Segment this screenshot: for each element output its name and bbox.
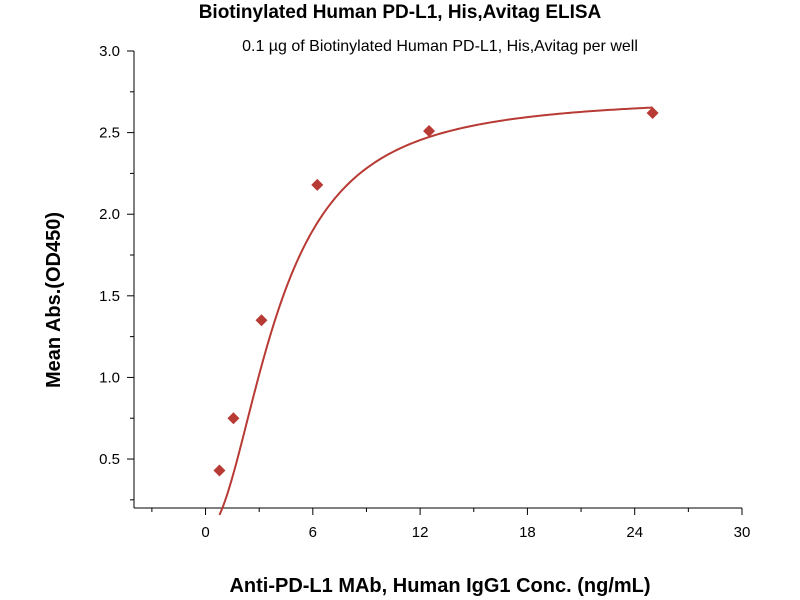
x-tick-label: 18 [519,524,536,541]
data-point [213,464,226,477]
x-tick-label: 6 [309,524,317,541]
data-point [423,124,436,137]
axes [133,51,742,509]
data-point [311,178,324,191]
chart-title: Biotinylated Human PD-L1, His,Avitag ELI… [198,2,602,23]
x-tick-label: 24 [626,524,643,541]
y-tick-label: 2.0 [99,206,120,223]
points-layer [213,107,659,477]
data-point [255,314,268,327]
x-axis-title: Anti-PD-L1 MAb, Human IgG1 Conc. (ng/mL) [229,575,650,597]
y-tick-label: 2.5 [99,125,120,142]
y-tick-label: 1.0 [99,369,120,386]
y-axis-title: Mean Abs.(OD450) [43,212,65,388]
x-tick-label: 30 [734,524,751,541]
y-tick-label: 3.0 [99,43,120,60]
fit-curve-layer [218,106,653,516]
x-tick-label: 12 [412,524,429,541]
data-point [227,412,240,425]
y-tick-label: 0.5 [99,451,120,468]
data-point [646,107,659,120]
x-tick-label: 0 [201,524,209,541]
ticks: 0.5 1.0 1.5 2.0 2.5 3.0 0 6 12 18 24 30 [99,43,750,541]
y-tick-label: 1.5 [99,288,120,305]
chart-subtitle: 0.1 µg of Biotinylated Human PD-L1, His,… [242,38,638,55]
fit-curve [218,106,653,516]
